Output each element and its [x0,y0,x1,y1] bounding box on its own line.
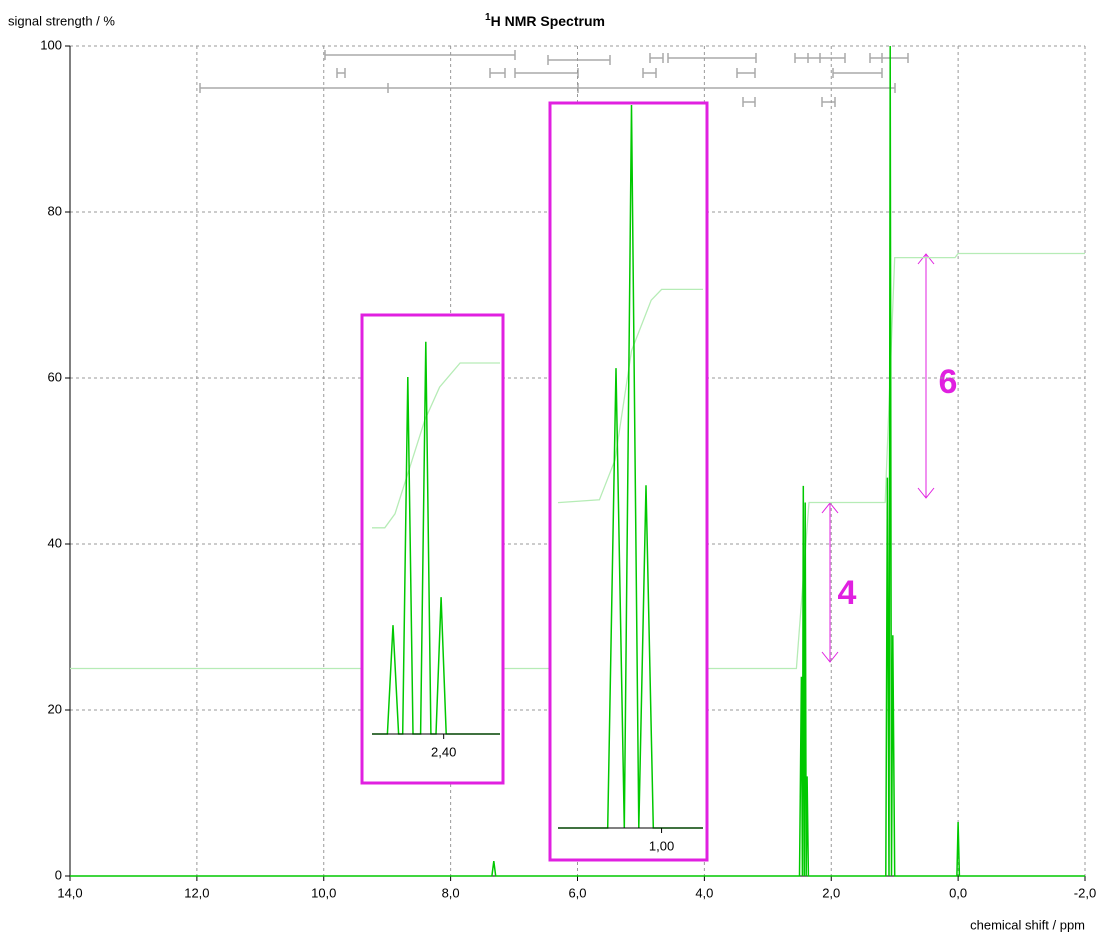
x-axis-label: chemical shift / ppm [970,917,1085,932]
chart-title: 1H NMR Spectrum [485,12,605,29]
annotation: 6 [939,363,958,401]
x-tick-label: 6,0 [568,885,586,900]
y-tick-label: 100 [40,37,62,52]
title-superscript: 1 [485,12,491,23]
x-tick-label: 12,0 [184,885,209,900]
inset-box [360,313,505,785]
x-tick-label: 4,0 [695,885,713,900]
inset-integral [557,288,703,504]
x-tick-label: 8,0 [442,885,460,900]
inset-spectrum [558,104,703,829]
y-tick-label: 20 [48,701,62,716]
y-axis-label: signal strength / % [8,13,115,28]
x-tick-label: 14,0 [57,885,82,900]
x-tick-label: 10,0 [311,885,336,900]
x-tick-label: 2,0 [822,885,840,900]
integral-arrows [821,253,935,663]
x-tick-label: 0,0 [949,885,967,900]
annotation: 4 [838,574,857,612]
inset-tick-label: 1,00 [649,838,674,853]
y-tick-label: 40 [48,535,62,550]
arrow-head [917,253,935,499]
spectrum-line [70,45,1085,877]
title-text: H NMR Spectrum [491,13,605,29]
inset-integral [372,362,500,529]
y-tick-label: 60 [48,369,62,384]
y-tick-label: 80 [48,203,62,218]
multiplet-brackets [199,50,909,107]
y-tick-label: 0 [55,867,62,882]
inset-tick-label: 2,40 [431,744,456,759]
x-tick-label: -2,0 [1074,885,1096,900]
